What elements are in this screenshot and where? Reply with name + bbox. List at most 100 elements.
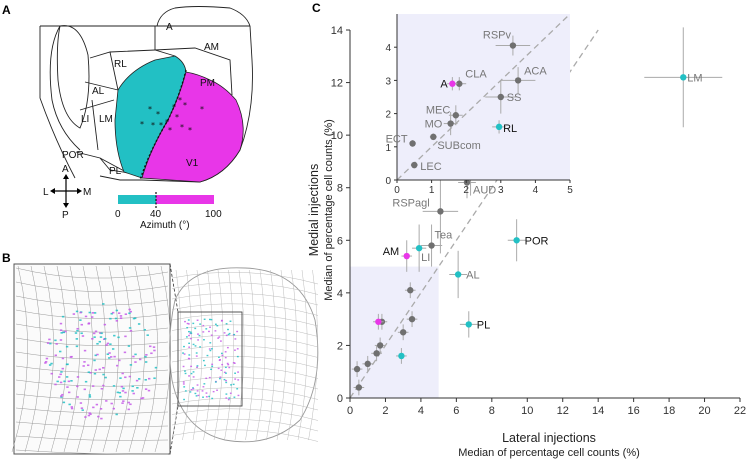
labeled-cell [186,326,189,329]
labeled-cell [224,366,227,369]
labeled-cell [211,365,214,367]
data-point-rspagl [437,208,444,215]
labeled-cell [100,332,103,335]
labeled-cell [197,394,200,397]
svg-text:*: * [183,101,187,110]
labeled-cell [228,366,231,369]
labeled-cell [195,352,198,354]
svg-text:*: * [156,110,160,119]
labeled-cell [188,358,191,360]
brain-mesh-line [276,269,287,441]
point-label-li: LI [421,252,430,264]
panel-b: B [2,251,319,455]
x-tick-label: 14 [592,405,604,417]
labeled-cell [210,368,212,371]
labeled-cell [113,355,116,358]
labeled-cell [44,362,47,364]
zoom-mesh-line [115,265,132,453]
labeled-cell [220,340,222,342]
labeled-cell [82,365,85,367]
labeled-cell [234,372,236,374]
labeled-cell [91,337,94,340]
zoom-mesh-line [15,323,169,333]
x-tick-label: 10 [521,405,533,417]
labeled-cell [205,377,208,380]
inset-point-subcom [430,133,437,141]
labeled-cell [100,387,104,390]
labeled-cell [197,333,199,335]
inset-x-tick-label: 0 [394,185,400,196]
compass-medial: M [83,187,91,198]
labeled-cell [60,396,63,398]
labeled-cell [61,315,65,318]
brain-mesh-line [171,366,319,379]
zoom-connector-top [169,263,179,313]
labeled-cell [146,334,149,336]
labeled-cell [61,357,65,360]
labeled-cell [230,384,232,386]
labeled-cell [188,346,191,348]
labeled-cell [217,367,220,370]
x-tick-label: 2 [382,405,388,417]
x-tick-label: 12 [557,405,569,417]
inset-point-lec [411,161,418,169]
point-label-al: AL [466,269,479,281]
labeled-cell [205,392,208,394]
labeled-cell [187,323,190,325]
brain-outline [169,267,319,443]
panel-c-label: C [312,1,321,15]
labeled-cell [110,402,113,405]
labeled-cell [129,310,132,313]
data-point-tea [428,242,435,249]
azimuth-colorbar: 0 40 100 Azimuth (°) [115,192,222,231]
labeled-cell [224,356,227,359]
labeled-cell [225,334,228,337]
labeled-cell [225,323,228,325]
data-point-pl [465,321,472,328]
labeled-cell [123,351,127,354]
labeled-cell [236,388,239,390]
brain-mesh [169,267,319,443]
labeled-cell [208,376,211,379]
labeled-cell [65,376,69,378]
labeled-cell [46,342,50,344]
labeled-cell [102,384,105,387]
zoom-mesh-line [141,265,158,453]
labeled-cell [115,309,119,312]
panel-a-label: A [2,3,11,17]
labeled-cell [225,379,227,382]
y-axis-title: Medial injections [307,164,321,256]
labeled-cell [219,376,222,378]
labeled-cell [134,361,137,363]
labeled-cell [65,363,69,366]
labeled-cell [221,354,224,357]
point-label-pl: PL [477,319,490,331]
labeled-cell [119,377,122,379]
labeled-cell [105,344,108,346]
area-label-por: POR [62,150,84,161]
labeled-cell [79,311,82,314]
labeled-cell [199,346,201,348]
labeled-cell [147,389,151,392]
labeled-cell [152,346,156,348]
labeled-cell [91,312,95,314]
inset-point-mec [452,112,460,119]
labeled-cell [121,390,125,392]
labeled-cell [94,354,97,357]
panel-c: C 024681012141618202202468101214LMPMRSPd… [307,1,746,459]
labeled-cell [124,313,128,316]
labeled-cell [84,380,88,383]
labeled-cell [60,395,63,397]
colorbar-tick-100: 100 [205,209,222,220]
labeled-cell [83,349,87,352]
labeled-cell [225,393,228,395]
labeled-cell [59,350,62,353]
labeled-cell [233,362,236,364]
labeled-cell [226,346,229,349]
zoom-mesh-line [15,295,169,306]
zoom-mesh-line [50,265,67,453]
panel-b-label: B [2,251,11,265]
svg-text:*: * [165,118,169,127]
y-tick-label: 14 [331,25,343,37]
zoom-mesh-line [15,379,169,387]
